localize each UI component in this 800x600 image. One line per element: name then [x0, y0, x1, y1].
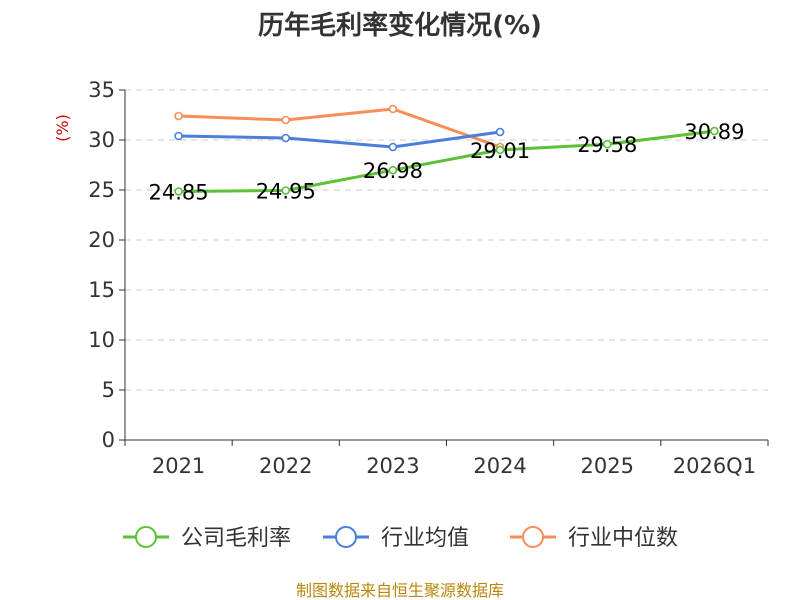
point-s0-2022	[281, 186, 291, 195]
legend-label-1: 行业均值	[381, 526, 469, 551]
point-s2-2021	[174, 111, 183, 121]
y-tick-label-35: 35	[88, 78, 115, 102]
legend-marker-0	[135, 526, 157, 548]
y-tick-label-5: 5	[102, 378, 115, 402]
point-s0-2023	[388, 165, 398, 175]
point-s0-2026Q1	[710, 126, 719, 136]
legend: 公司毛利率 行业均值 行业中位数	[123, 526, 678, 551]
data-label-2022: 24.95	[256, 180, 316, 204]
point-s1-2023	[388, 142, 398, 152]
data-label-2025: 29.58	[577, 133, 637, 157]
legend-label-0: 公司毛利率	[181, 526, 291, 551]
point-s1-2022	[281, 133, 291, 143]
data-label-2024: 29.01	[470, 139, 530, 163]
y-tick-label-0: 0	[102, 428, 115, 452]
y-tick-label-25: 25	[88, 178, 115, 202]
series-lines	[174, 104, 719, 196]
series-line-2	[178, 107, 501, 149]
x-tick-label-2025: 2025	[581, 454, 634, 478]
x-tick-label-2024: 2024	[473, 454, 526, 478]
y-tick-label-10: 10	[88, 328, 115, 352]
data-source-note: 制图数据来自恒生聚源数据库	[296, 581, 504, 600]
point-s1-2021	[174, 131, 183, 141]
y-axis-label: (%)	[53, 114, 72, 142]
chart-title: 历年毛利率变化情况(%)	[258, 10, 542, 41]
data-labels: 24.85 24.95 26.98 29.01 29.58 30.89	[149, 120, 745, 204]
x-tick-label-2022: 2022	[259, 454, 312, 478]
point-s0-2025	[602, 139, 612, 149]
x-tick-label-2023: 2023	[366, 454, 419, 478]
data-label-2023: 26.98	[363, 159, 423, 183]
series-line-1	[178, 130, 501, 149]
legend-marker-2	[522, 526, 544, 548]
data-label-2021: 24.85	[149, 181, 209, 205]
y-tick-label-30: 30	[88, 128, 115, 152]
x-tick-label-2026Q1: 2026Q1	[673, 454, 756, 478]
y-tick-label-20: 20	[88, 228, 115, 252]
legend-label-2: 行业中位数	[568, 526, 678, 551]
point-s2-2023	[388, 104, 398, 114]
x-tick-label-2021: 2021	[152, 454, 205, 478]
point-s1-2024	[495, 127, 505, 137]
legend-marker-1	[335, 526, 357, 548]
point-s0-2024	[495, 145, 505, 155]
point-s2-2022	[281, 115, 291, 125]
y-tick-label-15: 15	[88, 278, 115, 302]
data-label-2026Q1: 30.89	[684, 120, 744, 144]
series-line-0	[178, 129, 715, 193]
point-s0-2021	[174, 187, 183, 196]
